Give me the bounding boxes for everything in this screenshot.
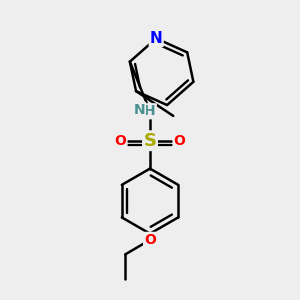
Text: S: S <box>143 132 157 150</box>
Text: N: N <box>150 31 163 46</box>
Text: H: H <box>144 104 156 118</box>
Text: O: O <box>173 134 185 148</box>
Text: N: N <box>133 103 145 117</box>
Text: O: O <box>115 134 127 148</box>
Text: O: O <box>144 233 156 247</box>
